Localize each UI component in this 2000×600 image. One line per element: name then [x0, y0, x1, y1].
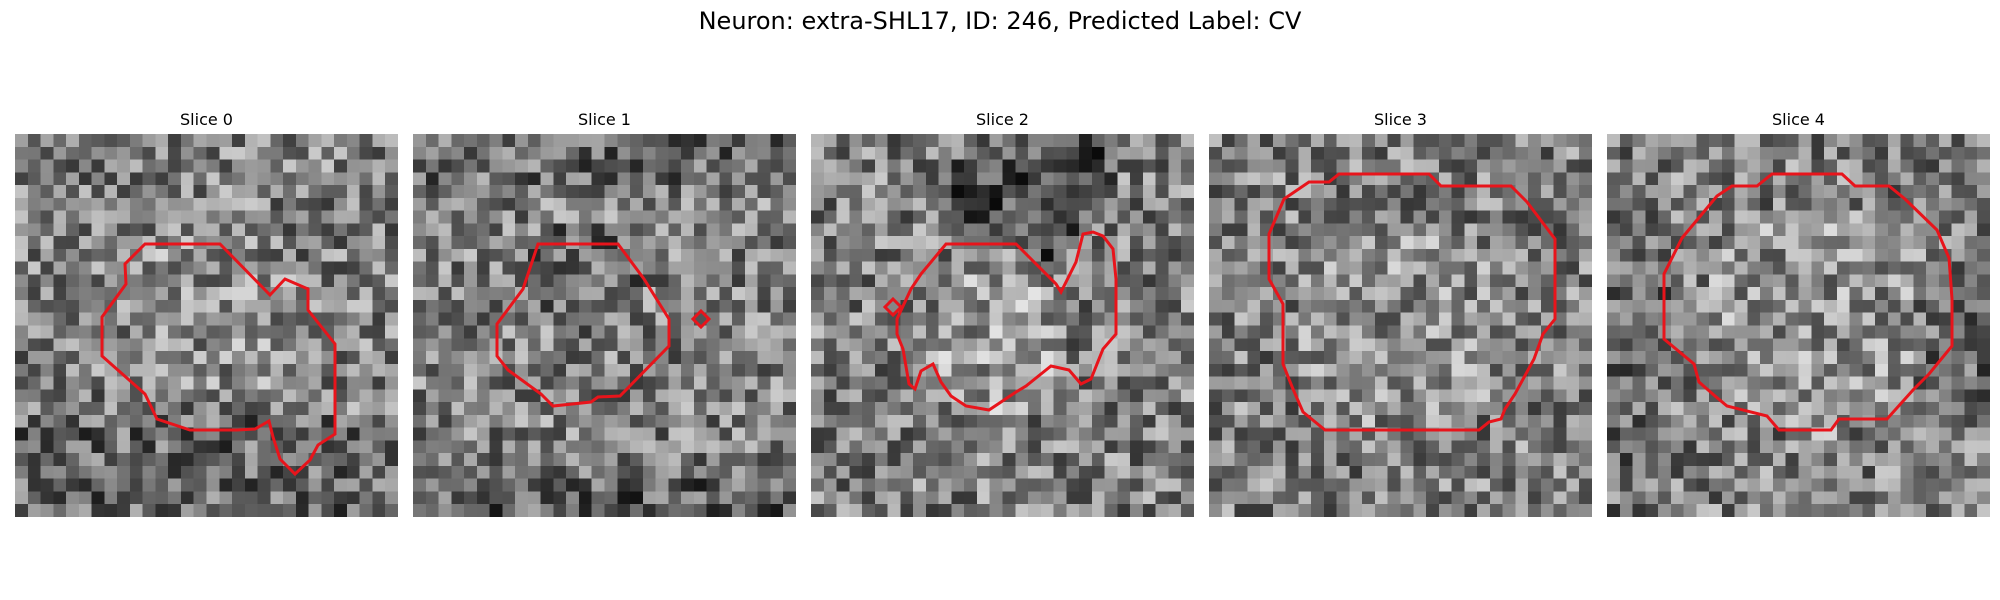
slice-panel-0: Slice 0 — [15, 108, 398, 517]
segmentation-contour — [1662, 172, 1954, 432]
slice-title-2: Slice 2 — [976, 110, 1029, 129]
slice-panel-4: Slice 4 — [1607, 108, 1990, 517]
slice-image-0 — [15, 134, 398, 517]
grayscale-microscopy-image — [413, 134, 796, 517]
grayscale-microscopy-image — [1607, 134, 1990, 517]
segmentation-contour — [895, 230, 1118, 412]
segmentation-contour-overlay — [100, 242, 337, 477]
segmentation-contour-fragment — [882, 296, 904, 318]
segmentation-contour-overlay — [1662, 172, 1954, 432]
grayscale-microscopy-image — [15, 134, 398, 517]
slice-panel-2: Slice 2 — [811, 108, 1194, 517]
grayscale-microscopy-image — [811, 134, 1194, 517]
slice-title-1: Slice 1 — [578, 110, 631, 129]
figure-title: Neuron: extra-SHL17, ID: 246, Predicted … — [698, 7, 1302, 35]
slice-image-3 — [1209, 134, 1592, 517]
slice-panel-3: Slice 3 — [1209, 108, 1592, 517]
slice-title-3: Slice 3 — [1374, 110, 1427, 129]
slice-image-1 — [413, 134, 796, 517]
segmentation-contour-overlay — [882, 230, 1118, 412]
segmentation-contour — [100, 242, 337, 477]
slice-title-0: Slice 0 — [180, 110, 233, 129]
segmentation-contour-overlay — [495, 242, 712, 408]
segmentation-contour-fragment — [690, 308, 712, 330]
grayscale-microscopy-image — [1209, 134, 1592, 517]
segmentation-contour — [495, 242, 671, 408]
slice-title-4: Slice 4 — [1772, 110, 1825, 129]
slice-image-2 — [811, 134, 1194, 517]
segmentation-contour — [1267, 172, 1557, 432]
segmentation-contour-overlay — [1267, 172, 1557, 432]
slice-image-4 — [1607, 134, 1990, 517]
slice-panel-1: Slice 1 — [413, 108, 796, 517]
